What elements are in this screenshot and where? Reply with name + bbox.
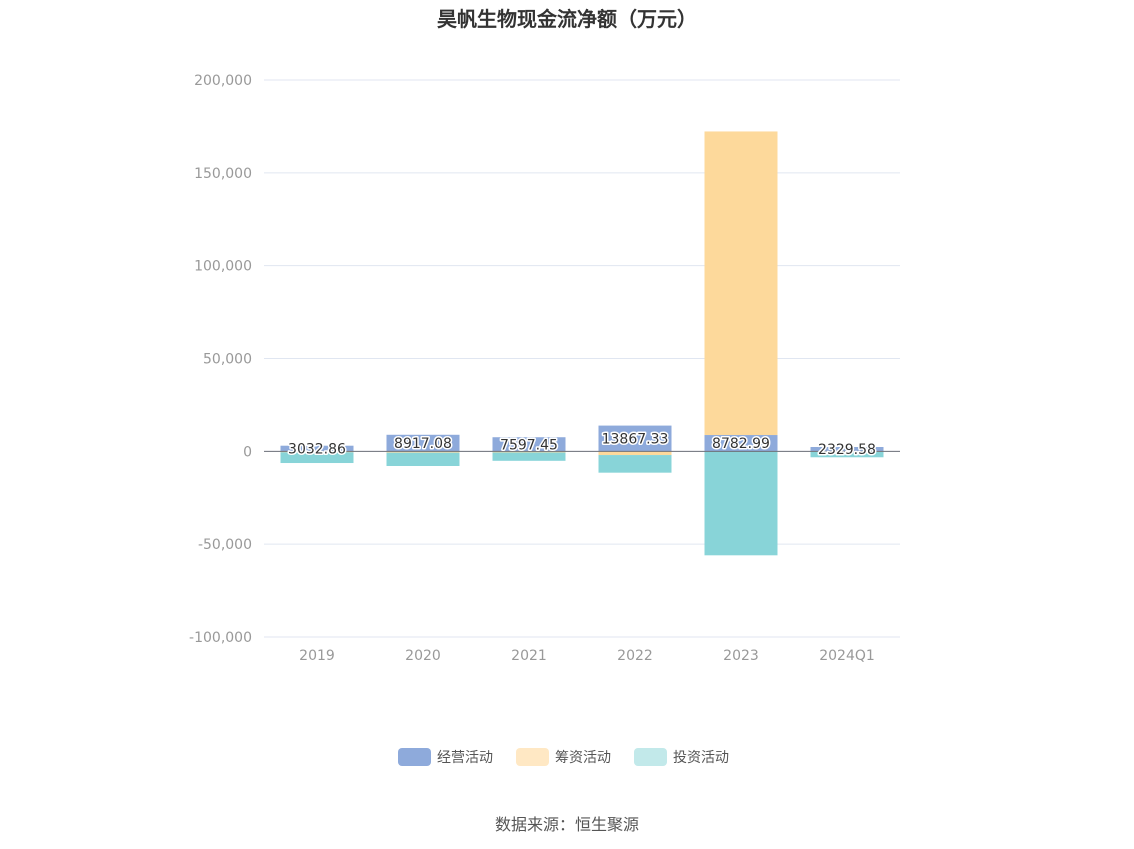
x-tick-label: 2022 bbox=[617, 648, 653, 664]
data-label: 3032.86 bbox=[288, 442, 346, 458]
bar-1-2023[interactable] bbox=[704, 435, 778, 452]
y-tick-label: -50,000 bbox=[198, 537, 252, 553]
data-label: 7597.45 bbox=[500, 437, 558, 453]
legend-label: 投资活动 bbox=[673, 750, 729, 766]
bar-2-2020[interactable] bbox=[386, 451, 460, 453]
y-tick-label: 150,000 bbox=[194, 166, 252, 182]
y-axis-ticks: -100,000 -50,000 0 50,000 100,000 150,000 200,… bbox=[189, 73, 252, 646]
x-tick-label: 2021 bbox=[511, 648, 547, 664]
bar-2-2022[interactable] bbox=[598, 451, 672, 456]
bars bbox=[280, 131, 884, 556]
grid-lines bbox=[264, 79, 900, 638]
bar-2-2023[interactable] bbox=[704, 131, 778, 436]
bar-3-2024Q1[interactable] bbox=[810, 451, 884, 458]
bar-1-2024Q1[interactable] bbox=[810, 447, 884, 452]
data-label: 13867.33 bbox=[602, 431, 669, 447]
bar-2-2021[interactable] bbox=[492, 451, 566, 453]
legend-label: 筹资活动 bbox=[555, 749, 611, 766]
bar-3-2021[interactable] bbox=[492, 452, 566, 461]
bar-3-2023[interactable] bbox=[704, 451, 778, 556]
legend-swatch bbox=[398, 748, 431, 766]
x-tick-label: 2023 bbox=[723, 648, 759, 664]
y-tick-label: 200,000 bbox=[194, 73, 252, 89]
bar-3-2022[interactable] bbox=[598, 455, 672, 473]
legend-item-2[interactable]: 筹资活动 bbox=[516, 748, 611, 766]
y-tick-label: 0 bbox=[243, 444, 252, 460]
bar-1-2021[interactable] bbox=[492, 437, 566, 452]
y-tick-label: -100,000 bbox=[189, 630, 252, 646]
x-tick-label: 2024Q1 bbox=[819, 648, 875, 664]
legend-item-3[interactable]: 投资活动 bbox=[634, 748, 729, 766]
legend-label: 经营活动 bbox=[437, 750, 493, 766]
y-tick-label: 100,000 bbox=[194, 259, 252, 275]
x-tick-label: 2019 bbox=[299, 648, 335, 664]
data-label: 8917.08 bbox=[394, 436, 452, 452]
data-labels: 3032.86 8917.08 7597.45 13867.33 8782.99 2329… bbox=[287, 430, 878, 460]
legend-swatch bbox=[516, 748, 549, 766]
bar-1-2022[interactable] bbox=[598, 425, 672, 452]
bar-3-2020[interactable] bbox=[386, 452, 460, 467]
source-note: 数据来源：恒生聚源 bbox=[495, 815, 639, 834]
x-axis-ticks: 2019 2020 2021 2022 2023 2024Q1 bbox=[299, 648, 875, 664]
bar-1-2019[interactable] bbox=[280, 445, 354, 452]
legend-swatch bbox=[634, 748, 667, 766]
data-label: 8782.99 bbox=[712, 436, 770, 452]
data-label: 2329.58 bbox=[818, 442, 876, 458]
legend[interactable]: 经营活动 筹资活动 投资活动 bbox=[398, 748, 729, 766]
x-tick-label: 2020 bbox=[405, 648, 441, 664]
bar-1-2020[interactable] bbox=[386, 434, 460, 452]
legend-item-1[interactable]: 经营活动 bbox=[398, 748, 493, 766]
chart-title: 昊帆生物现金流净额（万元） bbox=[437, 7, 697, 31]
y-tick-label: 50,000 bbox=[203, 352, 252, 368]
bar-3-2019[interactable] bbox=[280, 452, 354, 464]
